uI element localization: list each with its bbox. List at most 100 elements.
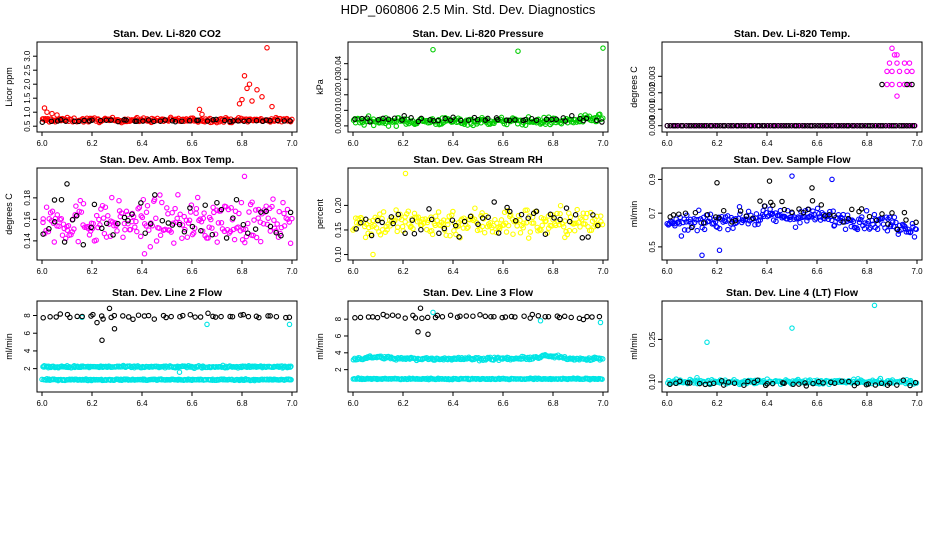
data-point — [704, 339, 710, 346]
data-point — [221, 117, 228, 124]
data-point — [691, 122, 697, 129]
series-black — [40, 305, 293, 344]
data-point — [872, 382, 879, 388]
x-tick-label: 6.6 — [811, 267, 823, 276]
data-point — [238, 199, 245, 206]
data-point — [169, 209, 175, 216]
data-point — [580, 316, 587, 323]
data-point — [854, 122, 861, 129]
data-point — [597, 111, 603, 118]
series-magenta — [664, 45, 918, 129]
x-tick-label: 6.8 — [547, 267, 559, 276]
data-point — [401, 113, 407, 119]
data-point — [45, 228, 52, 235]
data-point — [886, 60, 893, 66]
data-point — [200, 215, 207, 222]
data-point — [867, 122, 873, 129]
data-point — [281, 223, 288, 229]
data-point — [179, 235, 185, 241]
data-point — [894, 226, 901, 233]
x-tick-label: 6.2 — [86, 267, 98, 276]
data-point — [359, 115, 365, 122]
data-point — [115, 118, 121, 125]
data-point — [143, 223, 149, 229]
series-black — [352, 305, 603, 338]
data-point — [691, 219, 698, 226]
data-point — [759, 122, 765, 129]
data-point — [595, 222, 601, 229]
data-point — [165, 220, 172, 226]
x-tick-label: 6.8 — [236, 267, 248, 276]
x-tick-label: 6.6 — [497, 139, 509, 148]
data-point — [725, 379, 732, 385]
data-point — [571, 227, 578, 234]
data-point — [667, 381, 673, 388]
data-point — [172, 118, 179, 125]
data-point — [477, 312, 483, 318]
data-point — [672, 223, 678, 229]
data-point — [415, 118, 422, 125]
data-point — [212, 231, 219, 237]
data-point — [209, 225, 215, 231]
data-point — [270, 196, 276, 202]
data-point — [525, 235, 532, 241]
data-point — [829, 217, 835, 224]
data-point — [429, 231, 436, 238]
data-point — [267, 313, 273, 319]
x-tick-label: 6.0 — [347, 139, 359, 148]
data-point — [778, 122, 784, 129]
data-point — [386, 354, 393, 360]
data-point — [218, 220, 225, 226]
data-point — [772, 122, 778, 129]
data-point — [223, 235, 230, 241]
data-point — [455, 223, 462, 229]
data-point — [572, 212, 579, 218]
data-point — [865, 381, 871, 387]
data-point — [430, 309, 436, 316]
y-axis-label: kPa — [315, 79, 325, 95]
data-point — [664, 220, 670, 227]
data-point — [580, 210, 587, 216]
data-point — [174, 215, 180, 222]
y-tick-label: 0.9 — [648, 173, 657, 185]
data-point — [871, 211, 878, 218]
data-point — [913, 219, 919, 226]
data-point — [63, 118, 69, 124]
series-black — [664, 81, 918, 129]
data-point — [205, 310, 211, 317]
data-point — [583, 115, 590, 122]
data-point — [491, 313, 497, 320]
data-point — [246, 117, 252, 124]
data-point — [551, 215, 557, 221]
data-point — [91, 201, 98, 208]
data-point — [781, 206, 788, 213]
x-tick-label: 6.6 — [497, 267, 509, 276]
data-point — [57, 117, 64, 123]
data-point — [894, 60, 900, 66]
data-point — [820, 380, 826, 386]
data-point — [494, 116, 501, 123]
data-point — [58, 215, 65, 222]
x-tick-label: 7.0 — [286, 139, 298, 148]
data-point — [287, 209, 294, 216]
data-point — [900, 377, 907, 384]
panel-title: Stan. Dev. Sample Flow — [733, 154, 851, 166]
data-point — [597, 213, 604, 219]
data-point — [233, 196, 240, 203]
data-point — [384, 313, 390, 319]
data-point — [228, 205, 234, 211]
series-cyan — [665, 302, 920, 388]
data-point — [151, 118, 157, 125]
data-point — [503, 117, 510, 123]
data-point — [443, 232, 449, 238]
plot-frame — [36, 300, 298, 393]
data-point — [245, 313, 252, 320]
data-point — [569, 113, 575, 119]
y-tick-label: 6 — [334, 333, 343, 338]
data-point — [357, 314, 364, 321]
data-point — [737, 208, 744, 214]
data-point — [745, 378, 751, 385]
data-point — [121, 220, 128, 227]
data-point — [465, 224, 471, 230]
data-point — [677, 378, 683, 385]
